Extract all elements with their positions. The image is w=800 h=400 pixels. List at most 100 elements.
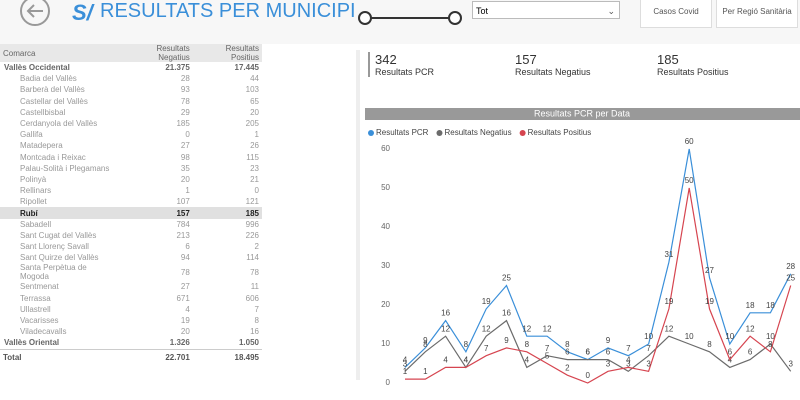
data-label: 10 xyxy=(644,332,653,341)
cell: 35 xyxy=(180,163,190,173)
table-row: Sant Llorenç Savall 6 2 xyxy=(0,241,262,252)
data-label: 16 xyxy=(502,309,511,318)
cell: Badia del Vallès xyxy=(20,74,77,84)
table-row: Sant Quirze del Vallès 94 114 xyxy=(0,252,262,263)
cell: 26 xyxy=(250,141,259,151)
cell: Castellbisbal xyxy=(20,107,66,117)
data-label: 7 xyxy=(484,344,489,353)
cell: 29 xyxy=(180,107,190,117)
chart-title-bar xyxy=(365,108,800,120)
data-label: 2 xyxy=(565,363,570,372)
cell: Rellinars xyxy=(20,186,52,196)
cell: 94 xyxy=(180,253,190,263)
table-row: Ripollet 107 121 xyxy=(0,196,262,207)
table-row: Palau-Solità i Plegamans 35 23 xyxy=(0,163,262,174)
column-header: Resultats Negatius xyxy=(156,44,190,62)
y-tick-label: 40 xyxy=(381,222,390,231)
cell: 1 xyxy=(185,186,190,196)
back-button[interactable] xyxy=(18,0,52,28)
data-label: 8 xyxy=(768,340,773,349)
legend-marker xyxy=(519,130,526,136)
cell: 671 xyxy=(176,293,190,303)
data-label: 8 xyxy=(525,340,530,349)
data-label: 12 xyxy=(746,324,755,333)
data-label: 31 xyxy=(664,250,673,259)
group-row: Vallès Oriental 1.326 1.050 xyxy=(0,337,262,349)
table-row: Polinyà 20 21 xyxy=(0,174,262,185)
data-label: 3 xyxy=(788,359,793,368)
cell: Montcada i Reixac xyxy=(20,152,86,162)
table-row: Rellinars 1 0 xyxy=(0,185,262,196)
table-panel: Comarca Resultats Negatius Resultats Posit… xyxy=(0,44,262,400)
cell: Sant Cugat del Vallès xyxy=(20,230,97,240)
button[interactable]: Casos Covid xyxy=(640,0,712,28)
line xyxy=(404,148,792,368)
data-label: 7 xyxy=(626,344,631,353)
data-label: 25 xyxy=(502,274,511,283)
dropdown[interactable]: Tot ⌄ xyxy=(472,1,620,19)
legend-label: Resultats Positius xyxy=(528,128,592,137)
data-label: 1 xyxy=(403,367,408,376)
table-row: Montcada i Reixac 98 115 xyxy=(0,152,262,163)
table-row: Ullastrell 4 7 xyxy=(0,304,262,315)
data-label: 6 xyxy=(585,348,590,357)
line xyxy=(405,187,792,384)
button[interactable]: Per Regió Sanitària xyxy=(716,0,798,28)
cell: 78 xyxy=(180,96,190,106)
data-label: 10 xyxy=(766,332,775,341)
data-label: 8 xyxy=(565,340,570,349)
y-tick-label: 30 xyxy=(381,261,390,270)
data-label: 9 xyxy=(423,336,428,345)
cell: 20 xyxy=(250,107,259,117)
table-row: Cerdanyola del Vallès 185 205 xyxy=(0,118,262,129)
cell: Castellar del Vallès xyxy=(20,96,88,106)
data-label: 6 xyxy=(585,348,590,357)
cell: 205 xyxy=(245,119,259,129)
kpi-value: 157 xyxy=(515,52,537,67)
data-label: 7 xyxy=(545,344,550,353)
cell: 44 xyxy=(250,74,259,84)
kpi-label: Resultats Negatius xyxy=(515,67,591,77)
cell: 213 xyxy=(176,230,190,240)
data-label: 12 xyxy=(664,324,673,333)
data-label: 12 xyxy=(543,324,552,333)
data-label: 60 xyxy=(685,137,694,146)
kpi-card: 185 Resultats Positius xyxy=(652,52,787,77)
column-header: Comarca xyxy=(3,48,36,58)
cell: 7 xyxy=(254,304,259,314)
cell: 115 xyxy=(246,152,259,162)
cell: 27 xyxy=(180,282,190,292)
cell: 21.375 xyxy=(165,63,190,73)
data-label: 6 xyxy=(728,348,733,357)
cell: 185 xyxy=(245,208,259,218)
cell: 20 xyxy=(180,327,190,337)
cell: Vacarisses xyxy=(20,316,59,326)
data-label: 9 xyxy=(504,336,509,345)
y-tick-label: 0 xyxy=(386,378,391,387)
table-row: Barberà del Vallès 93 103 xyxy=(0,84,262,95)
data-label: 10 xyxy=(685,332,694,341)
kpi-card: 342 Resultats PCR xyxy=(368,52,505,77)
data-label: 18 xyxy=(746,301,755,310)
legend-marker xyxy=(436,130,443,136)
table-row: Sant Cugat del Vallès 213 226 xyxy=(0,230,262,241)
cell: Terrassa xyxy=(20,293,51,303)
cell: 78 xyxy=(250,267,259,277)
cell: 27 xyxy=(180,141,190,151)
date-slider[interactable] xyxy=(355,8,465,28)
data-label: 4 xyxy=(626,356,631,365)
cell: Ripollet xyxy=(20,197,47,207)
data-label: 4 xyxy=(403,356,408,365)
data-label: 4 xyxy=(525,356,530,365)
data-label: 6 xyxy=(748,348,753,357)
data-label: 19 xyxy=(664,297,673,306)
cell: Gallifa xyxy=(20,130,43,140)
cell: Ullastrell xyxy=(20,304,51,314)
table-row: Castellar del Vallès 78 65 xyxy=(0,96,262,107)
cell: Sentmenat xyxy=(20,282,59,292)
line xyxy=(404,319,792,373)
cell: 157 xyxy=(176,208,190,218)
cell: 121 xyxy=(245,197,259,207)
data-label: 3 xyxy=(626,359,631,368)
table-row: Rubí 157 185 xyxy=(0,207,262,219)
